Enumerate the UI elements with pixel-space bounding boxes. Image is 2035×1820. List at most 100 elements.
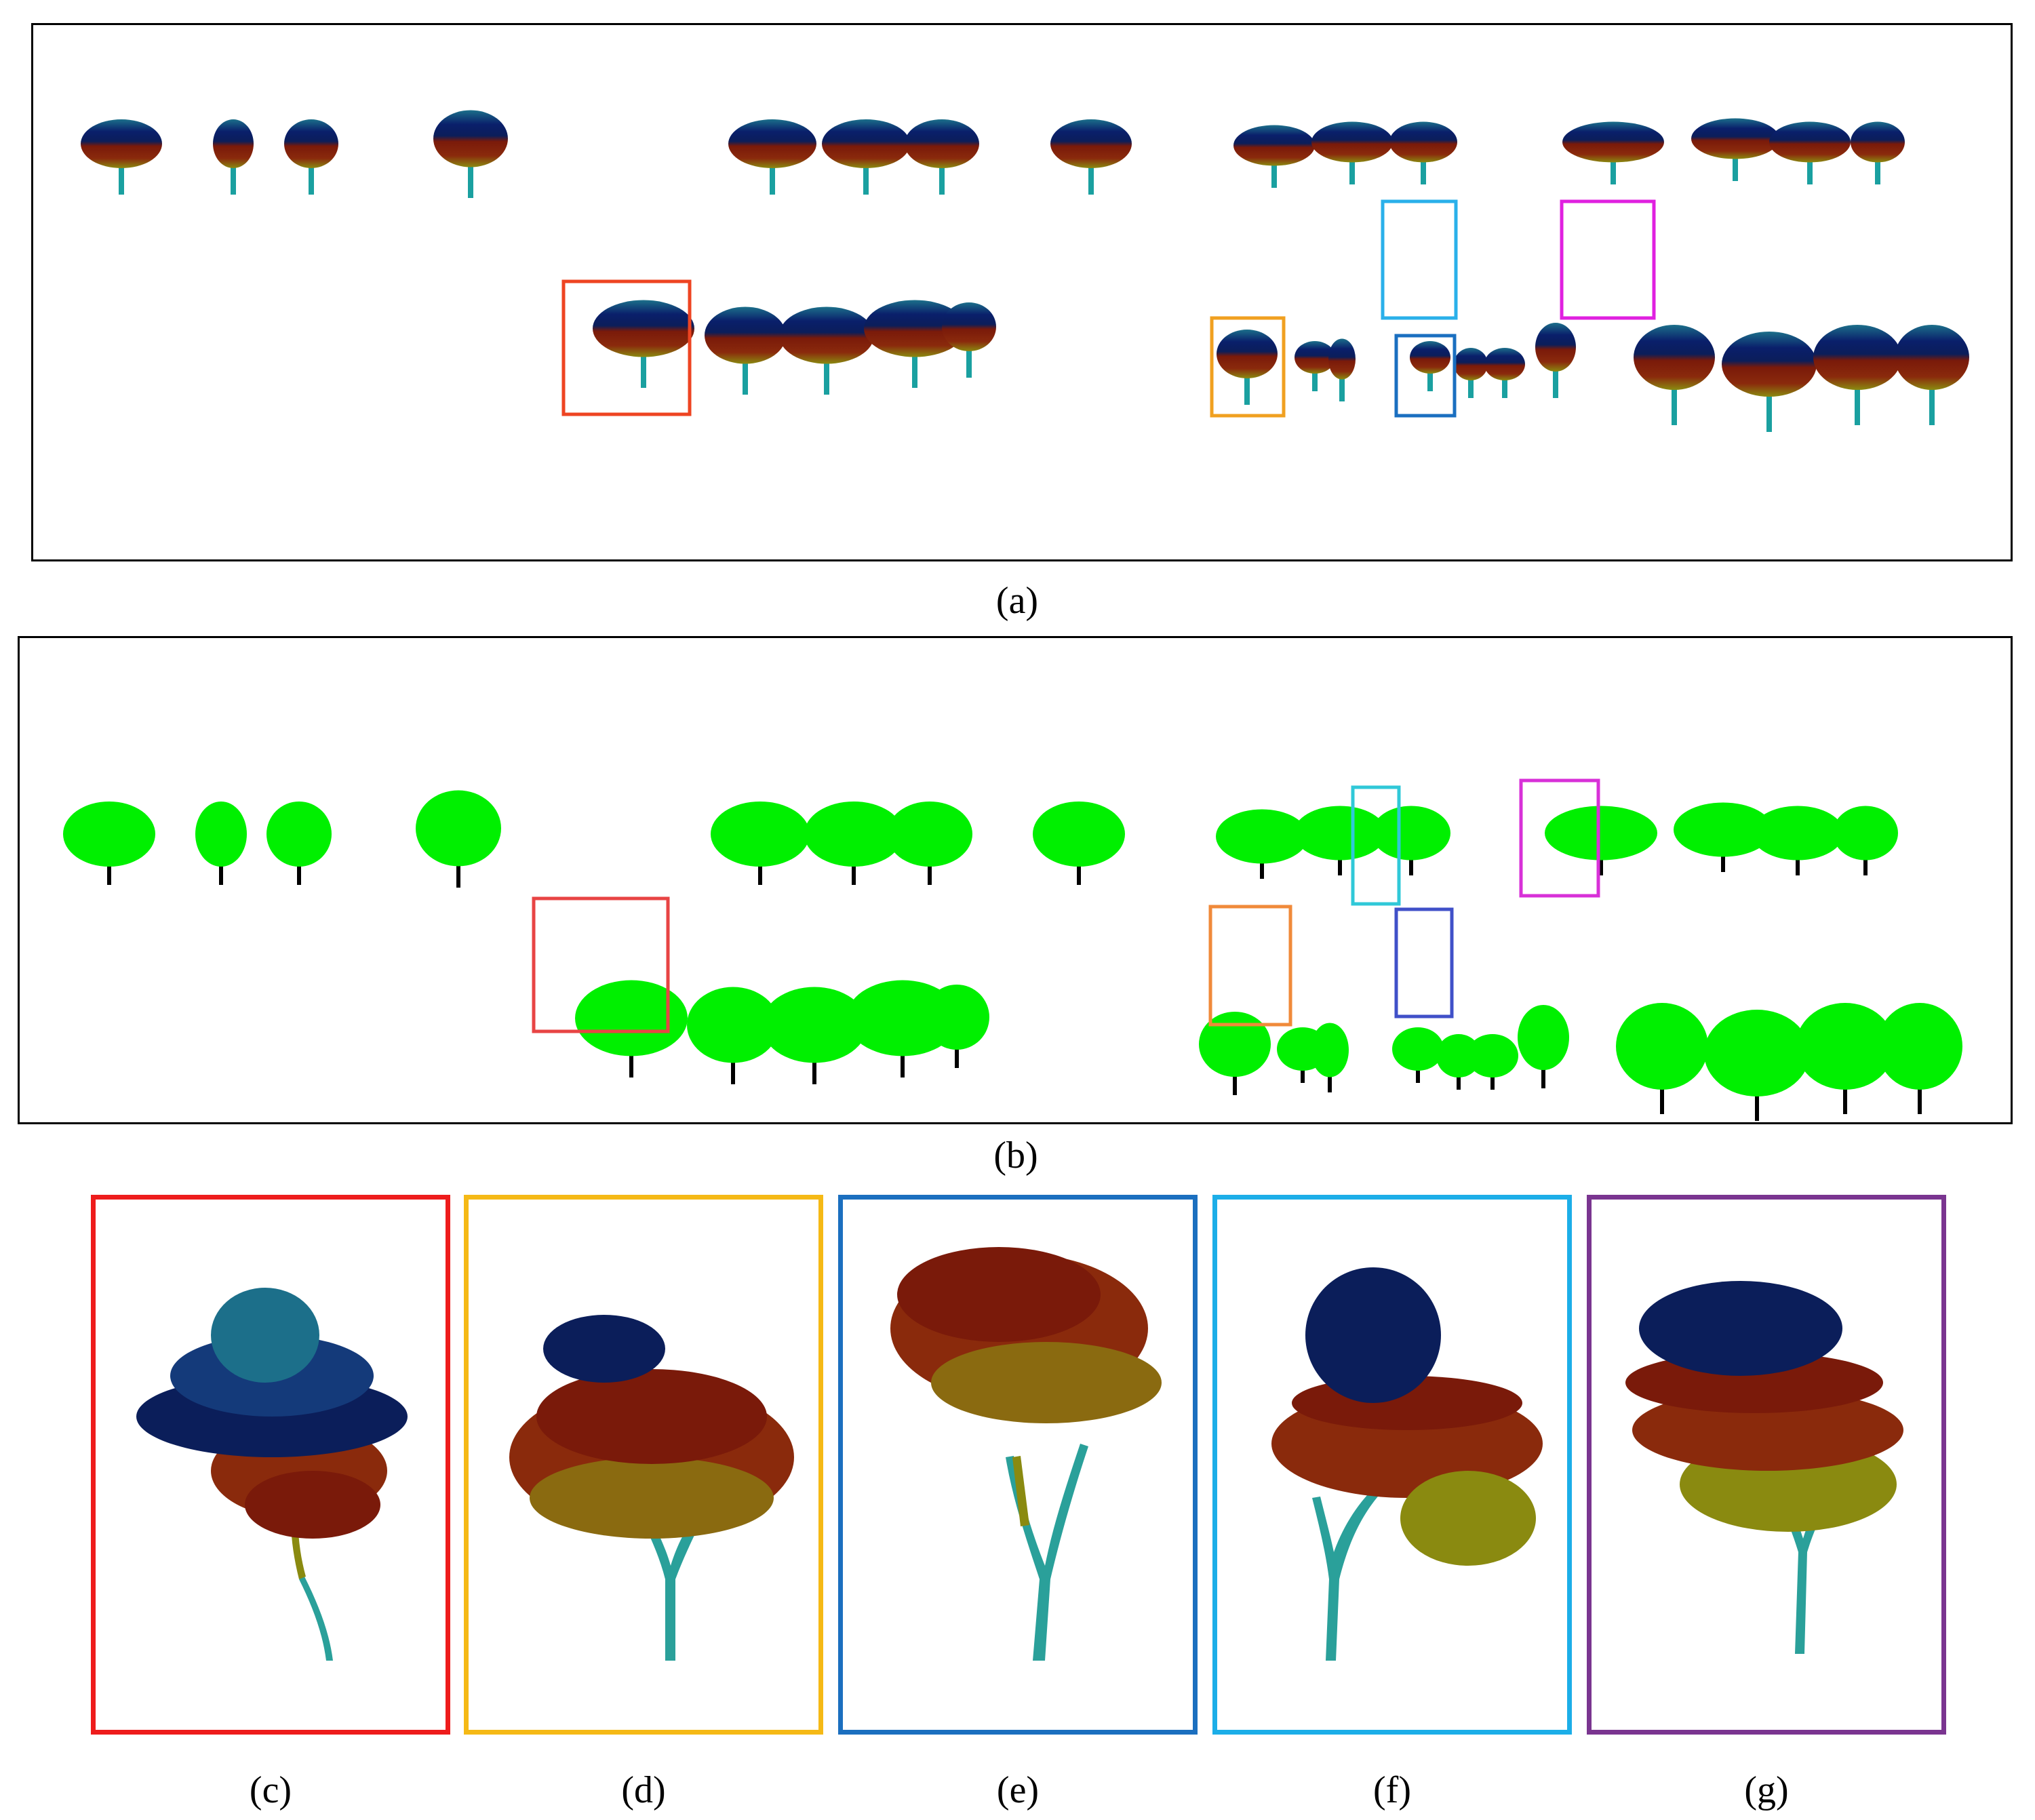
tree-crown [1217,330,1278,378]
tree-crown [1454,348,1488,380]
caption-f: (f) [1373,1769,1411,1811]
segmented-crown [1518,1005,1569,1070]
tree-trunk [119,158,124,195]
highlight-box-darkblue [1394,334,1457,418]
tree-trunk [1611,154,1616,184]
segmented-crown [266,802,332,867]
tree-crown [1535,323,1576,372]
tree-crown [1813,325,1901,390]
caption-e: (e) [996,1769,1040,1811]
tree-trunk [1421,154,1426,184]
segmented-crown [1392,1027,1444,1071]
tree-trunk [1807,154,1813,184]
tree-crown [864,300,966,357]
tree-e-pointcloud [890,1247,1162,1661]
segmented-crown [687,987,779,1063]
highlight-box-magenta [1560,199,1656,320]
tree-crown [1562,121,1664,163]
tree-trunk [1468,374,1474,398]
tree-trunk [1733,151,1738,181]
tree-trunk [770,158,775,195]
segmented-crown [1216,809,1308,864]
subpanel-e [838,1195,1198,1735]
tree-crown [433,110,508,167]
panel-b-segmentation-result [18,636,2013,1124]
segmented-crown [1311,1023,1349,1077]
tree-trunk [1766,383,1772,432]
segmented-crown [1545,806,1657,860]
segmented-crown [804,802,903,867]
tree-crown [81,119,162,168]
tree-trunk [966,341,972,378]
segmented-crown [1616,1003,1708,1090]
tree-group-a [81,110,1969,432]
segmented-crown [63,802,155,867]
highlight-box-magenta [1519,778,1600,898]
tree-trunk [1855,376,1860,425]
tree-trunk [1875,154,1880,184]
tree-trunk [1271,157,1277,188]
tree-trunk [939,158,945,195]
tree-trunk [1929,376,1935,425]
tree-crown [213,119,254,168]
highlight-box-orange [1210,316,1286,418]
segmented-crown [1674,802,1773,857]
tree-crown [1769,121,1851,163]
segmented-crown [575,980,688,1056]
tree-trunk [863,158,869,195]
tree-crown [1389,121,1457,163]
tree-d-pointcloud [509,1315,794,1661]
panel-a-pointcloud-height-colored [31,23,2013,561]
segmented-crown [762,987,867,1063]
highlight-box-red [561,279,692,416]
tree-trunk [743,352,748,395]
tree-crown [905,119,979,168]
tree-trunk [1672,376,1677,425]
tree-crown [1722,332,1817,397]
segmented-crown [924,985,989,1050]
tree-crown [779,306,874,364]
tree-crown [284,119,338,168]
tree-crown [728,119,816,168]
tree-trunk [309,158,314,195]
tree-trunk [1088,158,1094,195]
tree-c-pointcloud [136,1288,408,1661]
caption-g: (g) [1744,1769,1789,1811]
tree-group-b [63,790,1962,1121]
tree-crown [1851,121,1905,163]
tree-crown [1895,325,1969,390]
tree-crown [705,306,786,364]
tree-crown [942,302,996,351]
panel-a-scene [81,110,1969,432]
segmented-crown [416,790,501,867]
tree-crown [1410,341,1450,374]
tree-crown [1328,338,1356,380]
panel-b-scene [63,778,1962,1121]
segmented-crown [1033,802,1125,867]
tree-crown [1311,121,1393,163]
tree-trunk [468,155,473,198]
caption-b: (b) [993,1134,1038,1176]
tree-trunk [641,345,646,388]
caption-d: (d) [621,1769,666,1811]
highlight-box-skyblue [1381,199,1458,320]
tree-trunk [1312,367,1318,391]
highlight-box-darkblue [1394,907,1454,1018]
tree-crown [1691,118,1779,159]
subpanel-c [91,1195,450,1735]
caption-c: (c) [249,1769,292,1811]
subpanel-g [1587,1195,1946,1735]
tree-trunk [1339,371,1345,401]
tree-trunk [1427,367,1433,391]
segmented-crown [711,802,810,867]
highlight-box-orange [1208,905,1292,1027]
tree-trunk [231,158,236,195]
segmented-crown [1796,1003,1895,1090]
segmented-crown [1752,806,1844,860]
segmented-crown [1372,806,1450,860]
subpanel-d [464,1195,823,1735]
caption-a: (a) [995,580,1039,622]
tree-crown [822,119,910,168]
segmented-crown [1833,806,1898,860]
segmented-crown [1199,1012,1271,1077]
